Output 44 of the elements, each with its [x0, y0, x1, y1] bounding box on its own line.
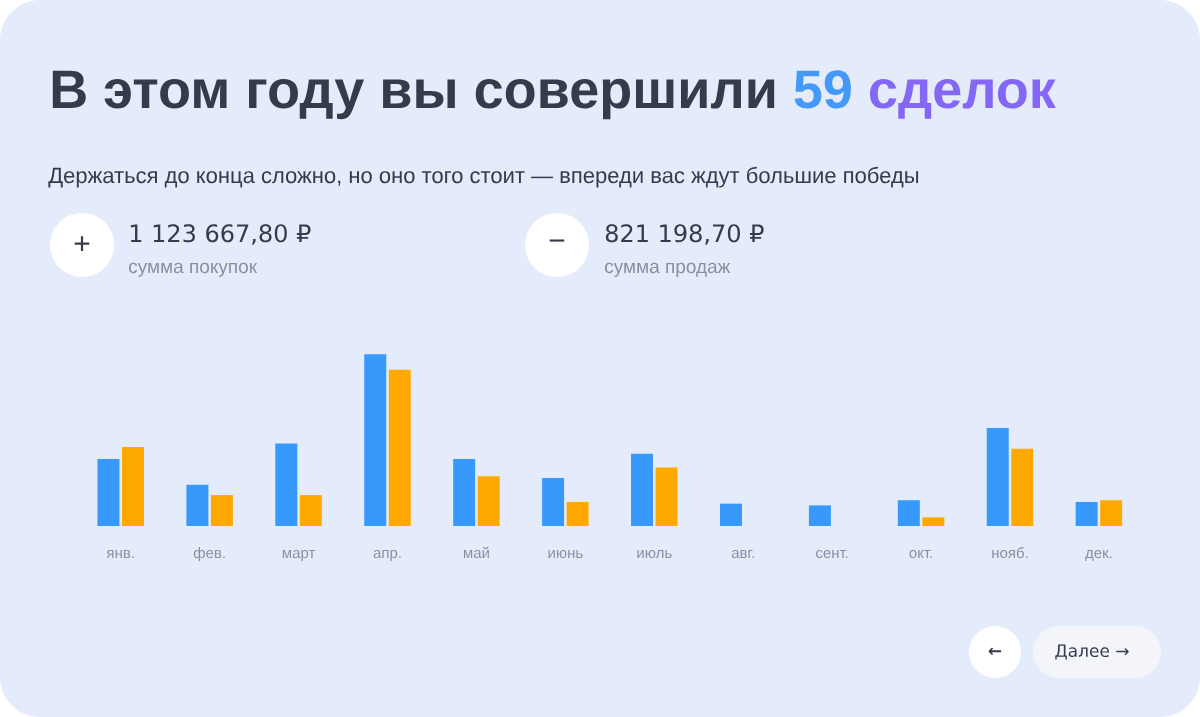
text: + — [74, 236, 90, 252]
bar — [121, 447, 144, 526]
text: сумма продаж — [605, 262, 731, 277]
x-tick-label: дек. — [1085, 549, 1112, 561]
bar — [922, 517, 945, 526]
bar — [186, 484, 209, 526]
bar — [719, 503, 742, 526]
bar — [453, 459, 476, 526]
text: Далее → — [1055, 644, 1129, 660]
x-tick-label: июль — [637, 549, 672, 559]
x-tick-label: окт. — [909, 549, 932, 559]
x-tick-label: март — [282, 549, 316, 562]
chart-title: В этом году вы совершили 59 сделок — [52, 70, 1056, 120]
bar — [986, 428, 1009, 526]
bar — [210, 495, 233, 526]
bar — [477, 476, 500, 526]
x-tick-label: сент. — [816, 549, 848, 559]
chart-subtitle: Держаться до конца сложно, но оно того стоит — впереди вас ждут большие победы — [48, 166, 919, 188]
text: − — [549, 239, 565, 242]
text: ← — [988, 647, 1002, 656]
bar — [299, 495, 322, 526]
bar — [566, 501, 589, 526]
x-tick-label: июнь — [548, 549, 583, 559]
x-tick-label: нояб. — [992, 546, 1028, 559]
bar — [364, 354, 387, 526]
x-tick-label: май — [463, 546, 489, 559]
bar — [275, 443, 298, 526]
x-tick-label: фев. — [193, 547, 225, 562]
bar — [808, 505, 831, 526]
bar — [1011, 448, 1034, 526]
text: 1 123 667,80 ₽ — [130, 224, 311, 245]
text: сумма покупок — [129, 262, 258, 277]
bar — [542, 477, 565, 526]
bar — [631, 453, 654, 526]
bar — [655, 467, 678, 526]
bar — [897, 500, 920, 526]
bar — [1075, 501, 1098, 526]
x-tick-label: авг. — [731, 549, 754, 559]
text: 821 198,70 ₽ — [605, 224, 764, 245]
x-tick-label: янв. — [106, 550, 134, 558]
bar — [388, 369, 411, 526]
bar — [97, 459, 120, 526]
bar — [1100, 500, 1123, 526]
x-tick-label: апр. — [373, 549, 401, 562]
